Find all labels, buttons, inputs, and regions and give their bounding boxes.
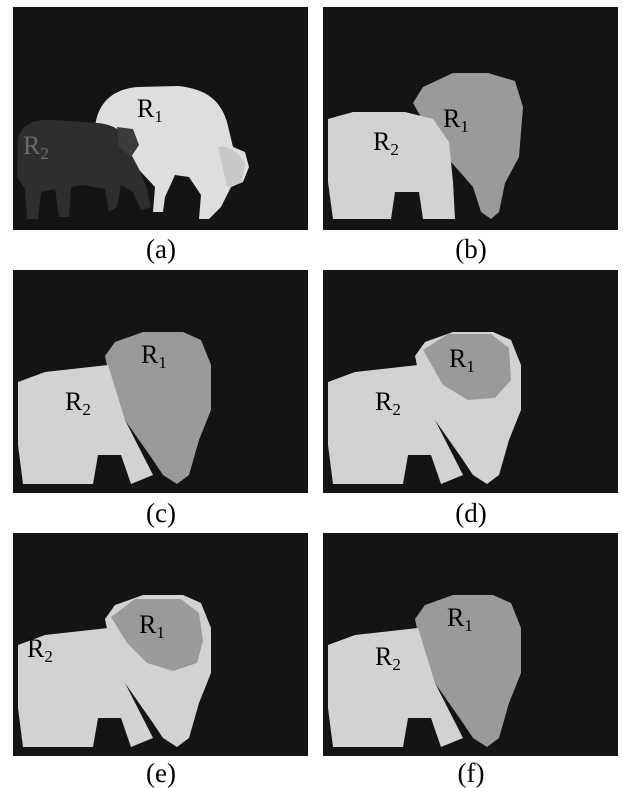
region-2-label: R2	[375, 387, 401, 419]
caption-a: (a)	[146, 234, 176, 264]
panel-f-segmentation: R1 R2	[323, 533, 618, 756]
region-2-label: R2	[375, 642, 401, 674]
region-1-label: R1	[447, 603, 473, 635]
panel-b-segmentation: R1 R2	[323, 7, 618, 230]
panel-e-segmentation: R1 R2	[13, 533, 308, 756]
region-2-label: R2	[65, 387, 91, 419]
caption-f: (f)	[457, 758, 485, 788]
panel-d-segmentation: R1 R2	[323, 270, 618, 493]
segmentation-c: R1 R2	[18, 332, 211, 484]
segmentation-d: R1 R2	[328, 332, 521, 484]
caption-c: (c)	[146, 498, 176, 528]
caption-b: (b)	[455, 234, 487, 264]
region-2-label: R2	[23, 131, 49, 163]
region-2-label: R2	[373, 127, 399, 159]
caption-e: (e)	[146, 758, 176, 788]
region-1-label: R1	[449, 344, 475, 376]
segmentation-e: R1 R2	[18, 595, 211, 747]
panel-a-image: R1 R2	[13, 7, 308, 230]
region-1-label: R1	[141, 340, 167, 372]
region-1-label: R1	[139, 610, 165, 642]
segmentation-f: R1 R2	[328, 595, 521, 747]
region-1-label: R1	[137, 94, 163, 126]
caption-d: (d)	[455, 498, 487, 528]
region-2-label: R2	[27, 634, 53, 666]
region-1-label: R1	[443, 104, 469, 136]
cows-photo: R1 R2	[17, 86, 249, 219]
segmentation-b: R1 R2	[328, 73, 523, 219]
panel-c-segmentation: R1 R2	[13, 270, 308, 493]
